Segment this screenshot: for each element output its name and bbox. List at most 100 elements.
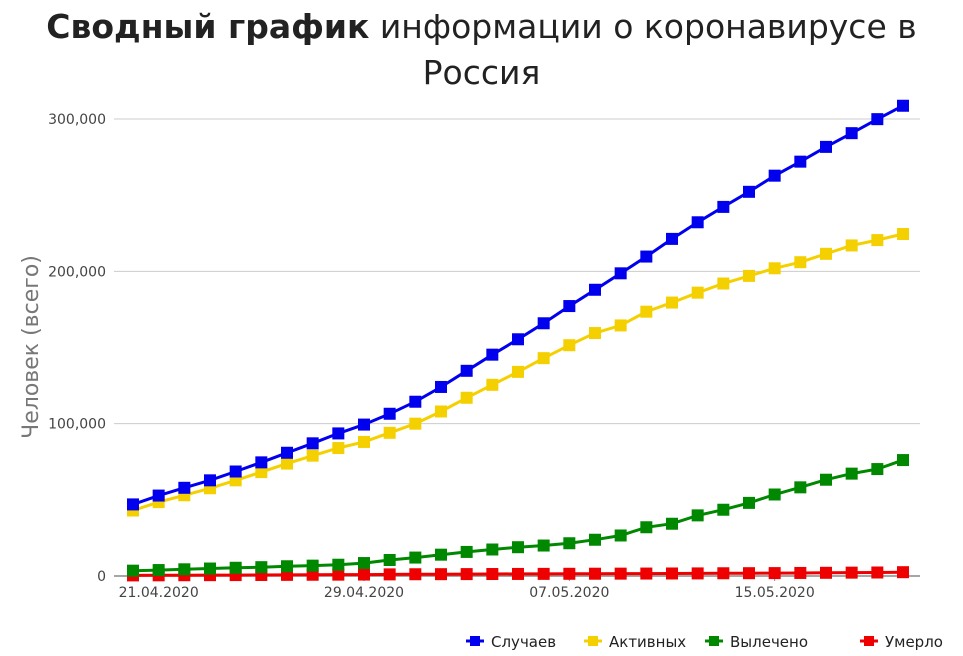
data-point (589, 567, 601, 580)
data-point (640, 250, 653, 263)
data-point (717, 277, 730, 290)
data-point (512, 365, 524, 378)
data-point (794, 566, 807, 579)
data-point (537, 352, 550, 365)
data-point (589, 283, 601, 296)
data-point (152, 489, 165, 502)
legend-label: Случаев (491, 633, 556, 651)
data-point (486, 543, 499, 556)
data-point (743, 185, 755, 198)
data-point (794, 481, 807, 494)
data-point (563, 537, 576, 550)
data-point (358, 557, 370, 570)
data-point (743, 496, 755, 509)
legend-marker (864, 636, 874, 646)
data-point (281, 560, 293, 573)
data-point (537, 317, 550, 330)
data-point (640, 521, 653, 534)
data-point (435, 548, 447, 561)
data-point (486, 378, 499, 391)
data-point (871, 234, 884, 247)
data-point (178, 563, 191, 576)
x-tick-label: 21.04.2020 (119, 585, 199, 601)
data-point (743, 567, 755, 580)
data-point (306, 437, 319, 450)
data-point (768, 488, 781, 501)
data-point (512, 567, 524, 580)
data-point (152, 564, 165, 577)
data-point (281, 446, 293, 459)
y-tick-label: 300,000 (48, 112, 106, 128)
data-point (486, 568, 499, 581)
series-line (132, 104, 904, 506)
data-point (743, 269, 755, 282)
series-3 (127, 454, 909, 577)
data-point (409, 417, 422, 430)
data-point (614, 529, 627, 542)
data-point (845, 467, 858, 480)
data-point (820, 473, 832, 486)
data-point (332, 427, 345, 440)
data-point (383, 554, 396, 567)
legend-item: Случаев (466, 633, 556, 651)
data-point (563, 567, 576, 580)
data-point (332, 442, 345, 455)
data-point (460, 364, 473, 377)
data-point (820, 247, 832, 260)
x-tick-label: 29.04.2020 (324, 585, 404, 601)
data-point (409, 395, 422, 408)
data-point (255, 568, 268, 581)
data-point (460, 391, 473, 404)
legend-marker (588, 636, 598, 646)
data-point (512, 541, 524, 554)
data-point (332, 568, 345, 581)
data-point (845, 127, 858, 140)
data-point (666, 567, 678, 580)
data-point (614, 267, 627, 280)
series-group (127, 99, 909, 582)
grid-lines (114, 118, 920, 577)
data-point (383, 568, 396, 581)
data-point (204, 474, 216, 487)
chart-title-line1: Сводный график информации о коронавирусе… (0, 4, 963, 50)
data-point (897, 99, 909, 112)
x-tick-label: 15.05.2020 (735, 585, 815, 601)
data-point (127, 498, 139, 511)
data-point (845, 239, 858, 252)
data-point (255, 466, 268, 479)
data-point (435, 568, 447, 581)
legend-item: Вылечено (705, 633, 808, 651)
data-point (768, 169, 781, 182)
x-tick-label: 07.05.2020 (529, 585, 609, 601)
data-point (589, 533, 601, 546)
y-tick-label: 0 (97, 569, 106, 585)
data-point (255, 561, 268, 574)
data-point (666, 296, 678, 309)
data-point (306, 449, 319, 462)
data-point (691, 509, 704, 522)
y-tick-label: 100,000 (48, 417, 106, 433)
chart-title: Сводный график информации о коронавирусе… (0, 4, 963, 96)
data-point (640, 567, 653, 580)
data-point (640, 305, 653, 318)
legend-label: Активных (609, 633, 686, 651)
chart-title-line2: Россия (422, 53, 541, 92)
data-point (204, 562, 216, 575)
legend-marker (470, 636, 480, 646)
data-point (358, 568, 370, 581)
data-point (435, 405, 447, 418)
data-point (691, 216, 704, 229)
data-point (717, 200, 730, 213)
data-point (897, 566, 909, 579)
series-4 (127, 566, 909, 582)
data-point (409, 551, 422, 564)
data-point (794, 256, 807, 269)
data-point (332, 558, 345, 571)
y-tick-label: 200,000 (48, 264, 106, 280)
data-point (460, 568, 473, 581)
data-point (255, 456, 268, 469)
legend-label: Вылечено (730, 633, 808, 651)
data-point (512, 333, 524, 346)
data-point (127, 564, 139, 577)
